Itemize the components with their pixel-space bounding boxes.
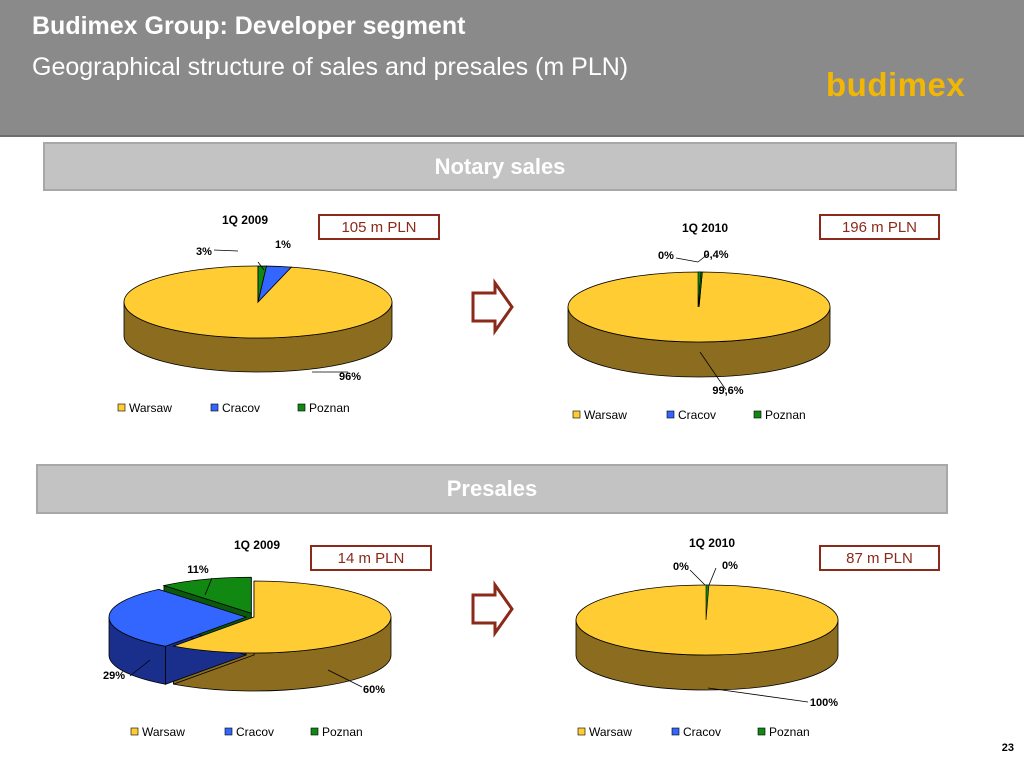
chart-title: 1Q 2010 <box>689 536 735 550</box>
page-title: Budimex Group: Developer segment <box>32 12 466 40</box>
leader-line <box>699 351 727 391</box>
legend-label-warsaw: Warsaw <box>584 408 627 422</box>
data-label-warsaw: 99,6% <box>712 385 743 397</box>
total-box-notary-1q2010: 196 m PLN <box>819 214 940 240</box>
legend-label-poznan: Poznan <box>322 725 363 739</box>
data-label-poznan: 0,4% <box>703 249 728 261</box>
pie-sliver <box>705 584 710 621</box>
data-label-poznan: 0% <box>722 560 738 572</box>
leader-line <box>129 659 151 677</box>
pie-sliver <box>697 271 702 308</box>
data-label-poznan: 11% <box>187 564 209 576</box>
data-label-cracov: 3% <box>196 246 212 258</box>
leader-line <box>204 577 213 596</box>
total-box-presales-1q2010: 87 m PLN <box>819 545 940 571</box>
legend-swatch-poznan <box>753 410 762 419</box>
legend-swatch-warsaw <box>117 403 126 412</box>
legend-swatch-cracov <box>671 727 680 736</box>
budimex-logo: budimex <box>826 66 966 103</box>
data-label-warsaw: 96% <box>339 371 361 383</box>
data-label-cracov: 0% <box>658 250 674 262</box>
arrow-icon <box>471 278 514 336</box>
pie-chart-1: 1Q 2010 99,6% 0% 0,4% Warsaw Cracov Poznan <box>567 221 831 422</box>
legend-label-warsaw: Warsaw <box>589 725 632 739</box>
pie-chart-2: 1Q 2009 60% 29% 11% Warsaw Cracov Poznan <box>103 538 392 739</box>
legend-swatch-warsaw <box>577 727 586 736</box>
pie-slice-warsaw <box>171 580 392 654</box>
pie-slice-poznan <box>162 576 252 614</box>
leader-line <box>327 669 363 688</box>
arrow-icon <box>471 580 514 638</box>
leader-line <box>257 261 265 271</box>
data-label-warsaw: 100% <box>810 697 838 709</box>
pie-chart-0: 1Q 2009 96% 3% 1% Warsaw Cracov Poznan <box>117 213 393 415</box>
legend-label-cracov: Cracov <box>222 401 260 415</box>
chart-title: 1Q 2009 <box>234 538 280 552</box>
section-band-presales: Presales <box>36 464 948 514</box>
legend-swatch-cracov <box>224 727 233 736</box>
leader-line <box>675 257 699 263</box>
legend-swatch-warsaw <box>130 727 139 736</box>
leader-line <box>689 569 706 586</box>
pie-slice-cracov <box>108 588 248 647</box>
leader-line <box>707 687 809 703</box>
legend-label-poznan: Poznan <box>769 725 810 739</box>
legend-swatch-poznan <box>757 727 766 736</box>
page-subtitle: Geographical structure of sales and pres… <box>32 53 629 81</box>
legend-swatch-poznan <box>310 727 319 736</box>
page-number: 23 <box>1001 742 1014 754</box>
leader-line <box>213 249 239 252</box>
total-box-notary-1q2009: 105 m PLN <box>318 214 440 240</box>
header-bar: Budimex Group: Developer segment Geograp… <box>0 0 1024 137</box>
legend-label-poznan: Poznan <box>309 401 350 415</box>
section-band-notary-sales: Notary sales <box>43 142 957 191</box>
pie-slice-poznan <box>257 265 267 303</box>
pie-slice-warsaw <box>575 584 839 656</box>
chart-title: 1Q 2010 <box>682 221 728 235</box>
legend-swatch-warsaw <box>572 410 581 419</box>
legend-swatch-cracov <box>666 410 675 419</box>
legend-label-cracov: Cracov <box>683 725 721 739</box>
total-box-presales-1q2009: 14 m PLN <box>310 545 432 571</box>
data-label-cracov: 29% <box>103 670 125 682</box>
data-label-cracov: 0% <box>673 561 689 573</box>
legend-label-warsaw: Warsaw <box>129 401 172 415</box>
data-label-warsaw: 60% <box>363 684 385 696</box>
chart-title: 1Q 2009 <box>222 213 268 227</box>
legend-swatch-cracov <box>210 403 219 412</box>
legend-label-poznan: Poznan <box>765 408 806 422</box>
legend-swatch-poznan <box>297 403 306 412</box>
legend-label-warsaw: Warsaw <box>142 725 185 739</box>
pie-chart-3: 1Q 2010 100% 0% 0% Warsaw Cracov Poznan <box>575 536 839 739</box>
legend-label-cracov: Cracov <box>236 725 274 739</box>
legend-label-cracov: Cracov <box>678 408 716 422</box>
data-label-poznan: 1% <box>275 239 291 251</box>
leader-line <box>697 253 709 263</box>
leader-line <box>708 567 717 586</box>
